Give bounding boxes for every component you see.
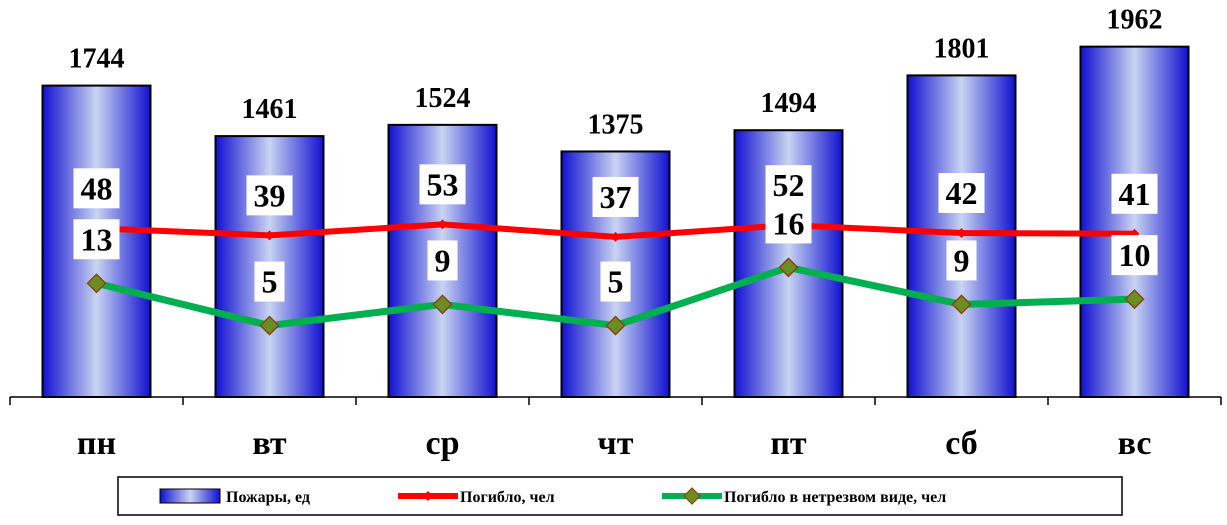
legend-label-fires: Пожары, ед (226, 489, 310, 506)
lines-layer (86, 219, 1145, 336)
label-deaths-чт: 37 (600, 179, 632, 215)
label-drunk-deaths-ср: 9 (435, 242, 451, 278)
label-drunk-deaths-вс-bg (1111, 235, 1158, 276)
legend-item-drunk-deaths: Погибло в нетрезвом виде, чел (662, 487, 946, 506)
marker-deaths-сб (956, 228, 967, 239)
bar-вс (1079, 45, 1190, 398)
bar-label-пт: 1494 (761, 88, 817, 119)
label-drunk-deaths-чт: 5 (608, 264, 624, 300)
label-drunk-deaths-ср-bg (427, 240, 458, 281)
marker-drunk-deaths-сб (951, 294, 972, 315)
label-deaths-вс-bg (1111, 173, 1158, 214)
label-deaths-чт-bg (592, 176, 639, 217)
x-tick-label-вт: вт (252, 425, 287, 462)
marker-drunk-deaths-пт (778, 257, 799, 278)
bar-label-вт: 1461 (242, 94, 298, 125)
label-deaths-ср: 53 (427, 166, 459, 202)
label-drunk-deaths-вт: 5 (262, 264, 278, 300)
legend-swatch-green-marker (683, 487, 701, 505)
label-deaths-сб-bg (938, 173, 985, 214)
label-deaths-пт-bg (765, 165, 812, 206)
x-tick-label-вс: вс (1118, 425, 1152, 462)
marker-deaths-вт (264, 230, 275, 241)
bar-label-ср: 1524 (415, 83, 471, 114)
bar-label-чт: 1375 (588, 109, 644, 140)
label-deaths-пн-bg (73, 168, 120, 209)
x-tick-label-пт: пт (770, 425, 807, 462)
marker-drunk-deaths-пн (86, 273, 107, 294)
label-deaths-ср-bg (419, 164, 466, 205)
marker-drunk-deaths-вс (1124, 289, 1145, 310)
label-drunk-deaths-пт: 16 (773, 205, 805, 241)
bars-layer (41, 45, 1190, 399)
label-deaths-пт: 52 (773, 167, 805, 203)
legend-label-deaths: Погибло, чел (460, 489, 555, 506)
bar-label-сб: 1801 (934, 33, 990, 64)
marker-deaths-ср (437, 219, 448, 230)
x-tick-label-пн: пн (77, 425, 116, 462)
x-axis: пн вт ср чт пт сб вс (9, 396, 1222, 462)
label-deaths-вт-bg (246, 175, 293, 216)
label-drunk-deaths-вт-bg (254, 261, 285, 302)
legend-label-drunk-deaths: Погибло в нетрезвом виде, чел (724, 489, 946, 506)
label-drunk-deaths-сб-bg (946, 240, 977, 281)
bar-label-пн: 1744 (69, 44, 125, 75)
legend-swatch-red-marker (423, 491, 433, 501)
marker-drunk-deaths-ср (432, 294, 453, 315)
legend-swatch-bar (159, 488, 221, 504)
legend-item-fires: Пожары, ед (159, 488, 310, 506)
label-deaths-сб: 42 (946, 175, 978, 211)
marker-deaths-чт (610, 231, 621, 242)
marker-drunk-deaths-чт (605, 315, 626, 336)
bar-label-вс: 1962 (1107, 5, 1163, 36)
label-drunk-deaths-пн: 13 (81, 221, 113, 257)
x-tick-label-сб: сб (945, 425, 978, 462)
label-drunk-deaths-чт-bg (600, 261, 631, 302)
label-drunk-deaths-вс: 10 (1119, 237, 1151, 273)
legend-item-deaths: Погибло, чел (398, 489, 555, 506)
data-labels: 1744 1461 1524 1375 1494 1801 1962 48 39 53 37 52 42… (69, 5, 1163, 302)
legend-box (117, 476, 1123, 516)
label-deaths-вт: 39 (254, 177, 286, 213)
marker-drunk-deaths-вт (259, 315, 280, 336)
label-deaths-пн: 48 (81, 170, 113, 206)
x-tick-label-ср: ср (426, 425, 460, 462)
label-drunk-deaths-пн-bg (73, 219, 120, 260)
label-drunk-deaths-сб: 9 (954, 242, 970, 278)
label-drunk-deaths-пт-bg (765, 203, 812, 244)
legend: Пожары, ед Погибло, чел Погибло в нетрез… (117, 476, 1123, 516)
label-deaths-вс: 41 (1119, 176, 1151, 212)
x-tick-label-чт: чт (598, 425, 634, 462)
